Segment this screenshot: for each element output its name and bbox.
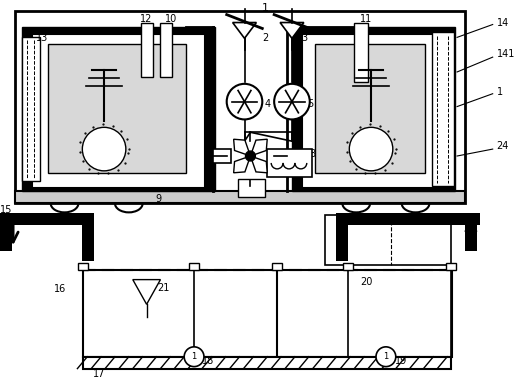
Text: 7: 7 xyxy=(216,149,222,159)
Text: 3: 3 xyxy=(302,33,308,43)
Text: 1: 1 xyxy=(191,352,196,361)
Bar xyxy=(83,270,278,357)
Bar xyxy=(277,270,452,357)
Text: 11: 11 xyxy=(360,14,372,24)
Text: 18: 18 xyxy=(202,356,214,365)
Bar xyxy=(343,263,353,270)
Circle shape xyxy=(349,127,393,171)
Bar xyxy=(79,263,88,270)
Text: 5: 5 xyxy=(308,99,314,109)
Text: 14: 14 xyxy=(497,17,509,28)
Bar xyxy=(272,263,282,270)
Bar xyxy=(1,213,12,251)
Bar xyxy=(302,35,445,188)
Bar xyxy=(48,44,186,173)
Bar xyxy=(337,213,480,225)
Circle shape xyxy=(226,84,262,120)
Polygon shape xyxy=(233,23,256,38)
Polygon shape xyxy=(234,156,250,173)
Text: 8: 8 xyxy=(310,149,316,159)
Text: 10: 10 xyxy=(165,14,177,24)
Text: 1: 1 xyxy=(497,87,503,97)
Text: 6: 6 xyxy=(267,151,273,161)
Bar xyxy=(22,37,40,181)
Circle shape xyxy=(82,127,126,171)
Bar xyxy=(238,179,265,197)
Text: 12: 12 xyxy=(141,14,153,24)
Polygon shape xyxy=(250,139,267,156)
Bar xyxy=(267,149,312,177)
Bar xyxy=(32,35,205,188)
Text: 13: 13 xyxy=(36,33,48,43)
Text: 15: 15 xyxy=(0,205,12,215)
Polygon shape xyxy=(234,139,250,156)
Text: 2: 2 xyxy=(262,33,268,43)
Text: 16: 16 xyxy=(53,284,66,294)
Text: 20: 20 xyxy=(360,277,372,287)
Bar xyxy=(22,28,215,191)
Text: 17: 17 xyxy=(93,369,105,379)
Text: 24: 24 xyxy=(497,141,509,151)
Bar xyxy=(213,149,231,163)
Polygon shape xyxy=(280,23,304,38)
Bar xyxy=(315,44,425,173)
Circle shape xyxy=(246,151,255,161)
Text: 19: 19 xyxy=(394,356,407,365)
Bar xyxy=(432,33,454,186)
Bar xyxy=(15,10,465,203)
Circle shape xyxy=(184,347,204,367)
Bar xyxy=(325,215,451,265)
Bar xyxy=(292,28,455,191)
Polygon shape xyxy=(133,280,160,304)
Text: 141: 141 xyxy=(497,49,515,59)
Bar xyxy=(465,213,477,251)
Bar xyxy=(337,213,348,261)
Text: 21: 21 xyxy=(157,282,170,293)
Circle shape xyxy=(274,84,310,120)
Bar xyxy=(446,263,456,270)
Bar xyxy=(83,357,451,369)
Bar xyxy=(15,191,465,203)
Bar xyxy=(189,263,199,270)
Bar xyxy=(141,23,153,77)
Bar xyxy=(82,213,94,261)
Bar xyxy=(160,23,172,77)
Text: 1: 1 xyxy=(383,352,388,361)
Text: 4: 4 xyxy=(264,99,270,109)
Bar xyxy=(1,213,94,225)
Circle shape xyxy=(376,347,396,367)
Text: 1: 1 xyxy=(262,3,269,13)
Text: 9: 9 xyxy=(156,194,161,204)
Polygon shape xyxy=(250,156,267,173)
Bar xyxy=(354,23,368,82)
